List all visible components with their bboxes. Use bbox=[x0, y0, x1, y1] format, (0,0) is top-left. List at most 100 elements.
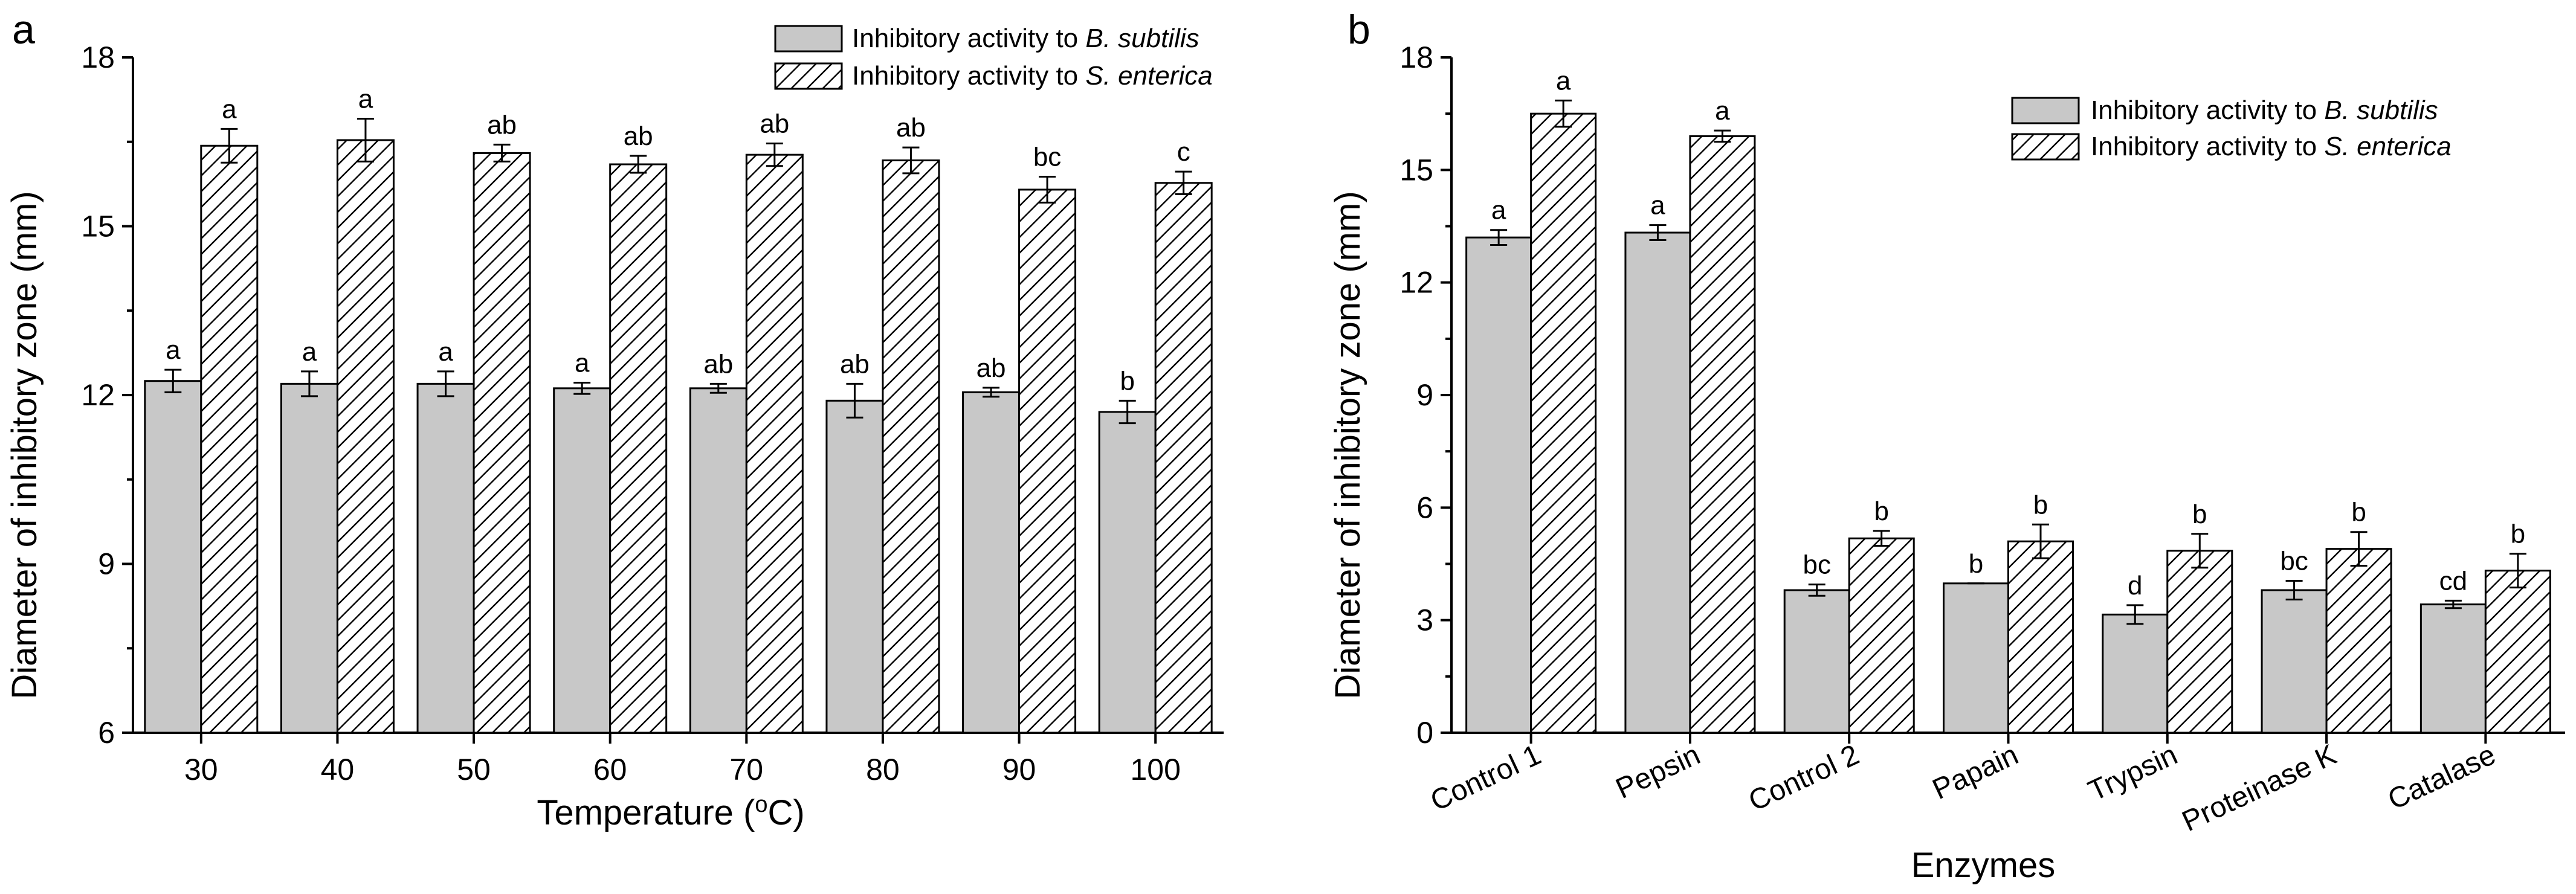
panel-b-error-bar bbox=[1649, 224, 1667, 241]
legend-b-label-b-subtilis: Inhibitory activity to B. subtilis bbox=[2091, 95, 2438, 125]
panel-a-y-tick-label: 6 bbox=[98, 716, 115, 750]
panel-a-error-bar bbox=[437, 370, 454, 397]
panel-b-error-bar bbox=[1490, 229, 1508, 246]
panel-b-x-tick-label: Control 2 bbox=[1744, 739, 1864, 817]
panel-b-error-bar bbox=[1555, 99, 1572, 128]
panel-a-significance-label: ab bbox=[840, 349, 870, 379]
panel-a-significance-label: bc bbox=[1033, 143, 1061, 172]
panel-b-error-bar bbox=[2509, 553, 2526, 589]
panel-a-error-bar bbox=[709, 382, 727, 394]
panel-a-bar-s-enterica bbox=[1154, 182, 1213, 734]
panel-a-significance-label: ab bbox=[703, 349, 733, 379]
panel-a-bar-b-subtilis bbox=[416, 382, 475, 734]
panel-a-error-bar bbox=[221, 127, 238, 164]
panel-a-bar-b-subtilis bbox=[280, 382, 338, 734]
panel-a-y-axis-label: Diameter of inhibitory zone (mm) bbox=[5, 191, 44, 699]
panel-b-error-bar bbox=[2032, 523, 2049, 559]
panel-b-error-bar bbox=[1808, 584, 1825, 597]
panel-a-letter: a bbox=[12, 7, 35, 53]
panel-b-x-tick-label: Trypsin bbox=[2084, 739, 2182, 808]
panel-a-error-bar bbox=[983, 387, 1000, 398]
panel-a-significance-label: b bbox=[1120, 366, 1134, 396]
panel-b-y-tick-label: 15 bbox=[1399, 153, 1433, 187]
panel-a-significance-label: ab bbox=[896, 113, 926, 143]
panel-a-bar-b-subtilis bbox=[962, 391, 1021, 734]
panel-b-significance-label: a bbox=[1715, 96, 1730, 126]
panel-b-significance-label: a bbox=[1491, 196, 1506, 225]
legend-a-label-b-subtilis: Inhibitory activity to B. subtilis bbox=[852, 24, 1199, 53]
panel-b-y-tick-label: 18 bbox=[1399, 40, 1433, 74]
panel-b-bar-s-enterica bbox=[2325, 548, 2392, 734]
panel-b-significance-label: b bbox=[2192, 500, 2207, 529]
panel-a-error-bar bbox=[493, 143, 511, 162]
panel-b-bar-s-enterica bbox=[2007, 540, 2074, 734]
panel-a-bar-s-enterica bbox=[1018, 188, 1077, 734]
panel-a-significance-label: a bbox=[438, 337, 453, 367]
panel-b-significance-label: b bbox=[2033, 490, 2048, 519]
panel-a-bar-b-subtilis bbox=[689, 387, 747, 734]
panel-b-bar-s-enterica bbox=[2166, 550, 2233, 734]
panel-a-bar-b-subtilis bbox=[825, 399, 884, 734]
panel-b-y-tick-label: 6 bbox=[1416, 490, 1433, 524]
panel-a-error-bar bbox=[766, 143, 783, 167]
panel-a-bar-b-subtilis bbox=[144, 380, 202, 734]
panel-a-x-tick-label: 50 bbox=[457, 753, 491, 786]
legend-a-label-s-enterica: Inhibitory activity to S. enterica bbox=[852, 61, 1213, 91]
panel-a-error-bar bbox=[902, 146, 920, 175]
panel-b-bar-s-enterica bbox=[2484, 570, 2551, 734]
panel-a-bar-s-enterica bbox=[200, 144, 259, 734]
panel-a-x-tick-label: 80 bbox=[866, 753, 900, 786]
panel-b-significance-label: a bbox=[1556, 66, 1571, 95]
panel-a-error-bar bbox=[1039, 176, 1056, 204]
panel-b-significance-label: b bbox=[2511, 519, 2525, 549]
panel-a-legend: Inhibitory activity to B. subtilis Inhib… bbox=[774, 24, 1213, 91]
panel-b-significance-label: b bbox=[2351, 498, 2366, 527]
panel-a-bar-s-enterica bbox=[882, 159, 940, 734]
panel-b-significance-label: bc bbox=[2280, 546, 2308, 576]
panel-a-y-tick-label: 9 bbox=[98, 547, 115, 581]
panel-a-x-tick-label: 30 bbox=[184, 753, 218, 786]
panel-b-bar-b-subtilis bbox=[2419, 603, 2487, 734]
panel-a-y-tick-label: 18 bbox=[81, 40, 115, 74]
panel-a-bar-s-enterica bbox=[609, 163, 668, 734]
panel-b-bar-b-subtilis bbox=[1624, 231, 1691, 734]
panel-a-significance-label: ab bbox=[624, 121, 653, 151]
panel-b-bar-b-subtilis bbox=[2102, 613, 2169, 734]
panel-b-significance-label: bc bbox=[1803, 550, 1830, 580]
panel-b-error-bar bbox=[2350, 531, 2368, 567]
panel-b: b Diameter of inhibitory zone (mm) Enzym… bbox=[1328, 7, 2565, 885]
panel-a-bar-b-subtilis bbox=[1098, 411, 1157, 734]
panel-a-error-bar bbox=[630, 155, 647, 174]
panel-b-x-tick-label: Proteinase K bbox=[2177, 739, 2341, 838]
panel-b-significance-label: cd bbox=[2439, 566, 2467, 596]
panel-a-error-bar bbox=[573, 382, 591, 395]
panel-a: a Diameter of inhibitory zone (mm) Tempe… bbox=[5, 7, 1224, 832]
panel-a-significance-label: ab bbox=[760, 109, 789, 139]
panel-b-bar-b-subtilis bbox=[1943, 582, 2009, 734]
panel-b-letter: b bbox=[1348, 7, 1370, 53]
panel-b-bar-b-subtilis bbox=[1465, 236, 1532, 734]
panel-b-y-tick-label: 3 bbox=[1416, 603, 1433, 637]
panel-b-bar-s-enterica bbox=[1689, 135, 1756, 734]
panel-b-x-tick-label: Catalase bbox=[2383, 739, 2500, 816]
panel-a-y-tick-label: 12 bbox=[81, 378, 115, 412]
panel-a-error-bar bbox=[357, 118, 374, 162]
panel-a-bar-s-enterica bbox=[745, 153, 804, 734]
panel-a-bar-s-enterica bbox=[336, 139, 395, 734]
panel-b-error-bar bbox=[2126, 604, 2144, 625]
panel-b-legend: Inhibitory activity to B. subtilis Inhib… bbox=[2011, 95, 2452, 161]
panel-b-error-bar bbox=[2191, 533, 2209, 569]
panel-b-x-axis-label: Enzymes bbox=[1911, 846, 2056, 885]
panel-a-x-tick-label: 70 bbox=[730, 753, 764, 786]
panel-b-significance-label: d bbox=[2128, 571, 2142, 600]
legend-b-swatch-s-enterica bbox=[2011, 133, 2080, 161]
panel-b-bar-b-subtilis bbox=[1783, 589, 1850, 734]
panel-a-significance-label: a bbox=[166, 335, 181, 365]
panel-b-bar-s-enterica bbox=[1848, 537, 1915, 734]
panel-b-significance-label: a bbox=[1650, 191, 1665, 220]
panel-a-bar-s-enterica bbox=[473, 152, 531, 734]
panel-b-x-tick-label: Pepsin bbox=[1611, 739, 1705, 805]
panel-a-significance-label: a bbox=[358, 85, 373, 114]
